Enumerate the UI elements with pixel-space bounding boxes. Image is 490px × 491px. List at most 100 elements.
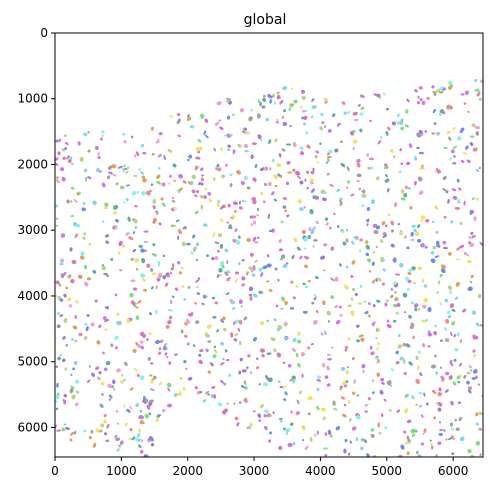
cell-blob	[63, 423, 67, 426]
cell-blob	[234, 416, 239, 421]
cell-blob	[252, 199, 257, 204]
cell-blob	[198, 360, 203, 364]
cell-blob	[403, 408, 409, 414]
cell-blob	[404, 124, 409, 128]
cell-blob	[105, 240, 109, 244]
cell-blob	[128, 236, 133, 240]
cell-blob	[324, 330, 327, 335]
cell-blob	[253, 337, 257, 342]
cell-blob	[263, 414, 267, 418]
cell-blob	[306, 187, 309, 190]
cell-blob	[433, 122, 437, 126]
cell-blob	[75, 299, 79, 304]
cell-blob	[309, 209, 314, 215]
cell-blob	[381, 382, 385, 385]
cell-blob	[131, 191, 136, 196]
cell-blob	[422, 433, 425, 435]
cell-blob	[438, 280, 440, 285]
cell-blob	[281, 115, 285, 119]
cell-blob	[59, 314, 64, 318]
cell-blob	[469, 280, 473, 284]
cell-blob	[132, 249, 137, 253]
cell-blob	[452, 188, 456, 192]
cell-blob	[61, 427, 66, 432]
cell-blob	[361, 364, 366, 369]
cell-blob	[200, 113, 205, 119]
cell-blob	[303, 206, 307, 209]
cell-blob	[234, 228, 238, 232]
cell-blob	[390, 243, 395, 248]
cell-blob	[269, 167, 272, 171]
cell-blob	[415, 355, 419, 360]
cell-blob	[260, 167, 265, 171]
cell-blob	[247, 354, 251, 358]
cell-blob	[223, 382, 227, 386]
cell-blob	[278, 446, 283, 450]
cell-blob	[190, 125, 194, 129]
cell-blob	[387, 126, 391, 131]
cell-blob	[344, 284, 347, 288]
cell-blob	[476, 92, 481, 97]
cell-blob	[213, 177, 216, 181]
cell-blob	[418, 151, 424, 155]
cell-blob	[309, 181, 314, 184]
cell-blob	[237, 328, 241, 332]
cell-blob	[155, 285, 158, 289]
cell-blob	[246, 366, 249, 369]
cell-blob	[130, 258, 134, 261]
cell-blob	[445, 438, 448, 441]
cell-blob	[411, 266, 416, 271]
cell-blob	[383, 398, 387, 402]
cell-blob	[219, 126, 224, 130]
cell-blob	[299, 180, 304, 185]
cell-blob	[279, 249, 284, 252]
cell-blob	[326, 365, 330, 371]
cell-blob	[108, 398, 112, 401]
cell-blob	[252, 142, 257, 145]
cell-blob	[440, 375, 445, 380]
cell-blob	[94, 299, 98, 303]
cell-blob	[263, 200, 266, 204]
cell-blob	[370, 428, 375, 432]
cell-blob	[73, 199, 78, 204]
cell-blob	[272, 158, 275, 163]
cell-blob	[68, 159, 72, 163]
cell-blob	[296, 246, 301, 251]
cell-blob	[207, 192, 211, 196]
cell-blob	[116, 312, 120, 316]
cell-blob	[256, 366, 260, 370]
cell-blob	[273, 174, 278, 179]
cell-blob	[286, 161, 291, 165]
cell-blob	[435, 240, 440, 246]
cell-blob	[100, 423, 105, 428]
cell-blob	[215, 167, 219, 171]
cell-blob	[200, 204, 203, 210]
cell-blob	[305, 131, 308, 135]
cell-blob	[311, 188, 315, 193]
cell-blob	[393, 304, 398, 308]
cell-blob	[241, 200, 246, 203]
cell-blob	[335, 426, 341, 431]
cell-blob	[350, 193, 355, 197]
cell-blob	[239, 200, 241, 205]
cell-blob	[475, 412, 479, 417]
cell-blob	[100, 137, 103, 141]
cell-blob	[63, 318, 68, 323]
cell-blob	[408, 314, 412, 319]
cell-blob	[357, 104, 361, 107]
cell-blob	[268, 139, 272, 144]
cell-blob	[174, 224, 176, 227]
cell-blob	[343, 403, 347, 407]
cell-blob	[203, 294, 207, 299]
cell-blob	[364, 410, 368, 413]
cell-blob	[376, 327, 380, 332]
cell-blob	[340, 163, 346, 168]
cell-blob	[385, 131, 389, 136]
cell-blob	[269, 98, 272, 104]
cell-blob	[81, 207, 86, 212]
cell-blob	[320, 407, 326, 412]
cell-blob	[437, 402, 443, 407]
cell-blob	[468, 389, 472, 394]
cell-blob	[114, 293, 118, 297]
cell-blob	[191, 174, 196, 180]
